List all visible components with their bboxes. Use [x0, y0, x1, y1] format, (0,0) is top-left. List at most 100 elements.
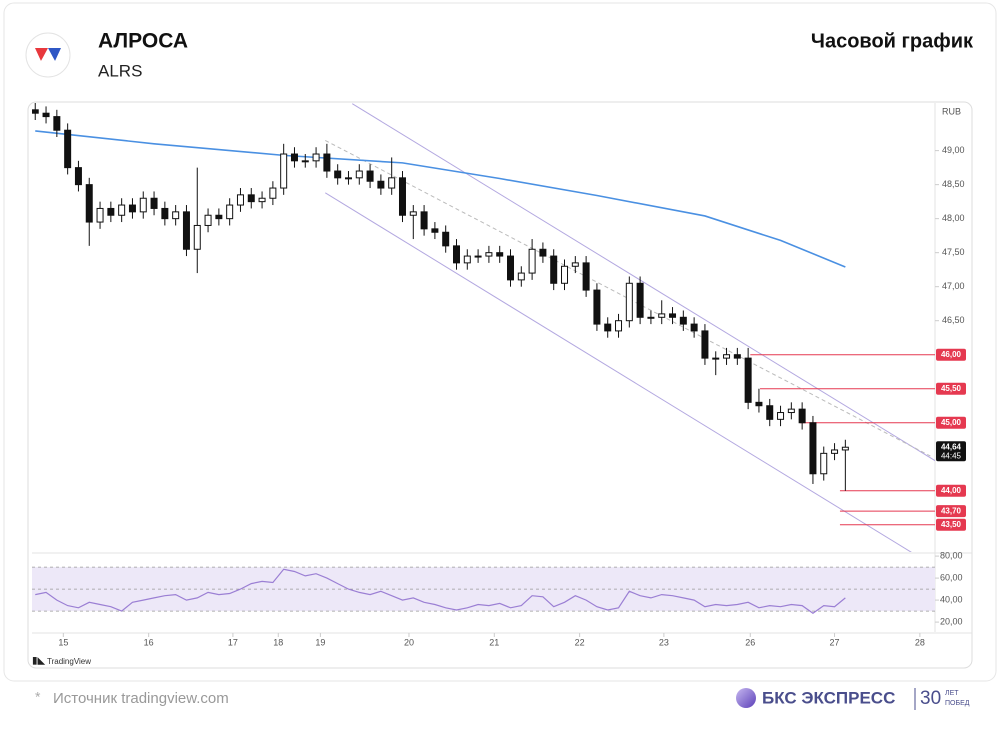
brand: БКС ЭКСПРЕСС [762, 688, 895, 707]
x-tick-label: 20 [404, 637, 414, 647]
candle-body [74, 167, 82, 186]
y-tick-label: 48,50 [942, 179, 965, 189]
candle-body [85, 184, 93, 223]
level-label: 44,00 [941, 486, 962, 495]
candle-body [831, 449, 839, 454]
candle-body [269, 187, 277, 199]
candle-body [301, 160, 309, 163]
candle-body [452, 245, 460, 264]
candle-body [366, 170, 374, 182]
years: 30 [920, 688, 941, 709]
x-tick-label: 17 [228, 637, 238, 647]
level-label-box [936, 382, 966, 395]
candle-body [820, 452, 828, 475]
candle-body [625, 282, 633, 322]
level-label: 45,50 [941, 384, 962, 393]
candle-body [118, 204, 126, 216]
candle-body [723, 354, 731, 359]
candle-body [798, 408, 806, 424]
rsi-tick-label: 20,00 [940, 616, 963, 626]
candle-body [420, 211, 428, 230]
candle-body [517, 272, 525, 281]
level-label-box [936, 505, 966, 518]
candle-body [647, 316, 655, 319]
candle-body [442, 231, 450, 247]
candle-body [226, 204, 234, 220]
level-label-box [936, 348, 966, 361]
x-tick-label: 16 [144, 637, 154, 647]
candle-body [215, 214, 223, 220]
channel-line [325, 139, 931, 457]
title: АЛРОСА [98, 30, 188, 53]
candle-body [398, 177, 406, 216]
currency: RUB [942, 106, 961, 116]
rsi-line [35, 568, 846, 615]
candle-body [528, 248, 536, 274]
candle-body [539, 248, 547, 257]
chart-frame [27, 101, 973, 669]
candle-body [323, 153, 331, 172]
moving-average [35, 130, 846, 268]
candle-body [431, 228, 439, 233]
candle-body [139, 197, 147, 213]
candle-body [571, 262, 579, 267]
candle-body [658, 313, 666, 318]
x-tick-label: 18 [273, 637, 283, 647]
rsi-tick-label: 40,00 [940, 594, 963, 604]
candle-body [744, 357, 752, 403]
candle-body [561, 265, 569, 284]
candle-body [636, 282, 644, 318]
y-tick-label: 48,00 [942, 213, 965, 223]
candle-body [107, 207, 115, 216]
x-tick-label: 22 [575, 637, 585, 647]
candle-body [334, 170, 342, 179]
candle-body [474, 255, 482, 258]
candle-body [841, 446, 849, 451]
platform: TradingView [47, 657, 91, 666]
rsi-pane [32, 566, 935, 615]
candle-body [679, 316, 687, 325]
candle-body [496, 252, 504, 257]
rsi-tick-label: 80,00 [940, 550, 963, 560]
candle-body [733, 354, 741, 359]
y-tick-label: 47,50 [942, 247, 965, 257]
years-text: ПОБЕД [945, 700, 970, 707]
candle-body [777, 412, 785, 420]
footnote-star: * [35, 689, 41, 705]
channel-line [324, 192, 912, 552]
chart-kind: Часовой график [811, 30, 974, 52]
x-tick-label: 27 [830, 637, 840, 647]
candle-body [290, 153, 298, 162]
candle-body [377, 180, 385, 189]
x-tick-label: 28 [915, 637, 925, 647]
candle-body [388, 177, 396, 189]
ticker: ALRS [98, 61, 142, 80]
candle-body [172, 211, 180, 220]
y-tick-label: 47,00 [942, 281, 965, 291]
candle-body [550, 255, 558, 284]
candle-body [247, 194, 255, 203]
candle-body [615, 320, 623, 332]
candle-body [258, 197, 266, 203]
candle-body [193, 224, 201, 250]
candle-body [42, 112, 50, 118]
candle-body [463, 255, 471, 264]
candle-body [766, 405, 774, 420]
y-tick-label: 46,50 [942, 315, 965, 325]
y-tick-label: 49,00 [942, 145, 965, 155]
candle-body [150, 197, 158, 209]
brand-logo [736, 688, 756, 708]
candle-body [507, 255, 515, 281]
x-tick-label: 26 [745, 637, 755, 647]
candle-body [712, 357, 720, 360]
rsi-tick-label: 60,00 [940, 572, 963, 582]
candle-body [485, 252, 493, 257]
level-label: 43,50 [941, 520, 962, 529]
candle-body [204, 214, 212, 226]
candle-body [409, 211, 417, 216]
candle-body [755, 401, 763, 407]
level-label-box [936, 416, 966, 429]
level-label: 46,00 [941, 350, 962, 359]
level-label: 45,00 [941, 418, 962, 427]
